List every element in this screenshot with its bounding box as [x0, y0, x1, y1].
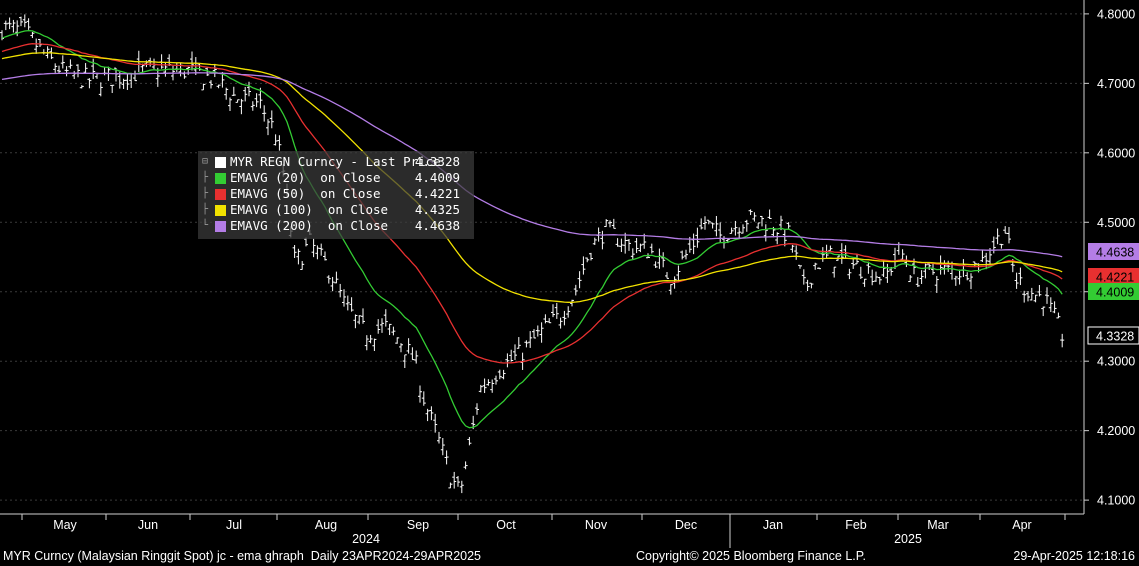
- y-tick-label: 4.5000: [1097, 216, 1135, 230]
- x-tick-label: Dec: [675, 518, 697, 532]
- value-badge: 4.4009: [1088, 283, 1139, 300]
- value-badge-text: 4.4638: [1096, 246, 1134, 260]
- y-tick-label: 4.7000: [1097, 77, 1135, 91]
- x-tick-label: Mar: [927, 518, 949, 532]
- x-tick-label: Sep: [407, 518, 429, 532]
- legend-label-ema20: EMAVG (20) on Close: [230, 170, 381, 185]
- legend-swatch-price: [215, 157, 226, 168]
- legend-value-price: 4.3328: [414, 154, 460, 169]
- chart-legend: ⊟ MYR REGN Curncy - Last Price 4.3328 ├ …: [198, 151, 474, 239]
- value-badge-text: 4.3328: [1096, 330, 1134, 344]
- footer-timestamp: 29-Apr-2025 12:18:16: [1013, 549, 1135, 563]
- legend-label-ema200: EMAVG (200) on Close: [230, 218, 389, 233]
- legend-row-ema20: ├ EMAVG (20) on Close 4.4009: [202, 170, 460, 185]
- legend-row-ema200: └ EMAVG (200) on Close 4.4638: [202, 218, 460, 233]
- legend-value-ema100: 4.4325: [414, 202, 460, 217]
- ema-lines: [1, 29, 1063, 429]
- legend-label-price: MYR REGN Curncy - Last Price: [230, 154, 441, 169]
- legend-value-ema50: 4.4221: [414, 186, 460, 201]
- y-tick-label: 4.3000: [1097, 355, 1135, 369]
- footer-copyright: Copyright© 2025 Bloomberg Finance L.P.: [636, 549, 866, 563]
- x-tick-label: Apr: [1012, 518, 1031, 532]
- x-tick-label: Aug: [315, 518, 337, 532]
- x-tick-label: Jun: [138, 518, 158, 532]
- price-bars: [0, 14, 1065, 494]
- value-badge: 4.3328: [1087, 326, 1139, 345]
- legend-swatch-ema20: [215, 173, 226, 184]
- value-badge-box: [1088, 283, 1139, 300]
- axes: 4.10004.20004.30004.40004.50004.60004.70…: [0, 0, 1135, 548]
- legend-value-ema200: 4.4638: [414, 218, 460, 233]
- value-badge-text: 4.4009: [1096, 286, 1134, 300]
- legend-swatch-ema50: [215, 189, 226, 200]
- value-badge-box: [1088, 243, 1139, 260]
- ema-line-50: [1, 43, 1063, 364]
- x-tick-label: Jul: [226, 518, 242, 532]
- x-tick-label: Feb: [845, 518, 867, 532]
- gridlines: [0, 13, 1084, 501]
- value-badge-box: [1088, 268, 1139, 285]
- legend-value-ema20: 4.4009: [414, 170, 460, 185]
- x-tick-label: Jan: [763, 518, 783, 532]
- ema-line-20: [1, 29, 1063, 429]
- x-tick-label: Oct: [496, 518, 516, 532]
- legend-label-ema50: EMAVG (50) on Close: [230, 186, 381, 201]
- value-badge-text: 4.4221: [1096, 271, 1134, 285]
- legend-row-ema50: ├ EMAVG (50) on Close 4.4221: [202, 186, 460, 201]
- y-tick-label: 4.6000: [1097, 146, 1135, 160]
- legend-swatch-ema200: [215, 221, 226, 232]
- year-label: 2024: [352, 532, 380, 546]
- legend-row-price: ⊟ MYR REGN Curncy - Last Price 4.3328: [202, 154, 460, 169]
- ema-line-100: [1, 52, 1063, 303]
- value-badge-box: [1087, 326, 1139, 345]
- value-badge: 4.4221: [1088, 268, 1139, 285]
- legend-row-ema100: ├ EMAVG (100) on Close 4.4325: [202, 202, 460, 217]
- year-label: 2025: [894, 532, 922, 546]
- y-tick-label: 4.8000: [1097, 7, 1135, 21]
- x-tick-label: May: [53, 518, 77, 532]
- y-tick-label: 4.1000: [1097, 494, 1135, 508]
- x-tick-label: Nov: [585, 518, 608, 532]
- footer-description: MYR Curncy (Malaysian Ringgit Spot) jc -…: [3, 549, 481, 563]
- ema-line-200: [1, 72, 1063, 258]
- y-tick-label: 4.2000: [1097, 424, 1135, 438]
- legend-swatch-ema100: [215, 205, 226, 216]
- value-badge: 4.4638: [1088, 243, 1139, 260]
- legend-label-ema100: EMAVG (100) on Close: [230, 202, 389, 217]
